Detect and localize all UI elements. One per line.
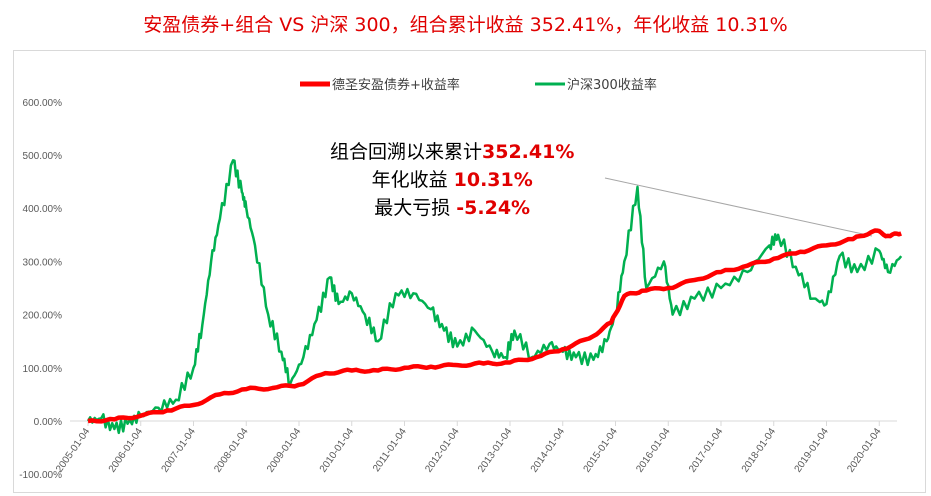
x-tick-label: 2009-01-04 — [265, 426, 304, 475]
x-tick-label: 2011-01-04 — [371, 426, 409, 474]
x-tick-label: 2012-01-04 — [423, 426, 462, 475]
annotation-label: 最大亏损 — [374, 197, 457, 219]
legend-label: 德圣安盈债券+收益率 — [332, 77, 460, 93]
x-tick-label: 2020-01-04 — [845, 426, 884, 475]
x-tick-label: 2008-01-04 — [212, 426, 251, 475]
x-tick-label: 2015-01-04 — [582, 426, 621, 475]
annotation-value: 352.41% — [482, 141, 575, 163]
x-tick-label: 2013-01-04 — [476, 426, 515, 475]
x-tick-label: 2007-01-04 — [160, 426, 199, 475]
chart-frame — [13, 50, 926, 493]
x-tick-label: 2019-01-04 — [793, 426, 832, 475]
x-tick-label: 2014-01-04 — [529, 426, 568, 475]
annotation-label: 组合回溯以来累计 — [330, 141, 483, 163]
y-tick-label: 300.00% — [23, 257, 63, 268]
annotation: 组合回溯以来累计352.41% 年化收益 10.31% 最大亏损 -5.24% — [330, 138, 574, 222]
series-line-portfolio — [87, 228, 902, 424]
y-tick-label: 0.00% — [34, 417, 62, 428]
chart-title: 安盈债券+组合 VS 沪深 300，组合累计收益 352.41%，年化收益 10… — [143, 14, 788, 36]
x-tick-label: 2018-01-04 — [740, 426, 779, 475]
x-tick-label: 2006-01-04 — [107, 426, 146, 475]
y-tick-label: 500.00% — [23, 151, 63, 162]
x-tick-label: 2005-01-04 — [54, 426, 93, 475]
y-tick-label: 400.00% — [23, 204, 63, 215]
y-tick-label: 100.00% — [23, 364, 63, 375]
x-tick-label: 2010-01-04 — [318, 426, 357, 475]
legend-label: 沪深300收益率 — [567, 77, 657, 93]
x-tick-label: 2016-01-04 — [634, 426, 673, 475]
annotation-value: 10.31% — [453, 169, 533, 191]
y-tick-label: 200.00% — [23, 311, 63, 322]
y-tick-label: -100.00% — [19, 470, 62, 481]
y-tick-label: 600.00% — [23, 98, 63, 109]
annotation-value: -5.24% — [456, 197, 531, 219]
x-tick-label: 2017-01-04 — [687, 426, 726, 475]
annotation-pointer-line — [604, 177, 873, 237]
annotation-label: 年化收益 — [371, 169, 454, 191]
